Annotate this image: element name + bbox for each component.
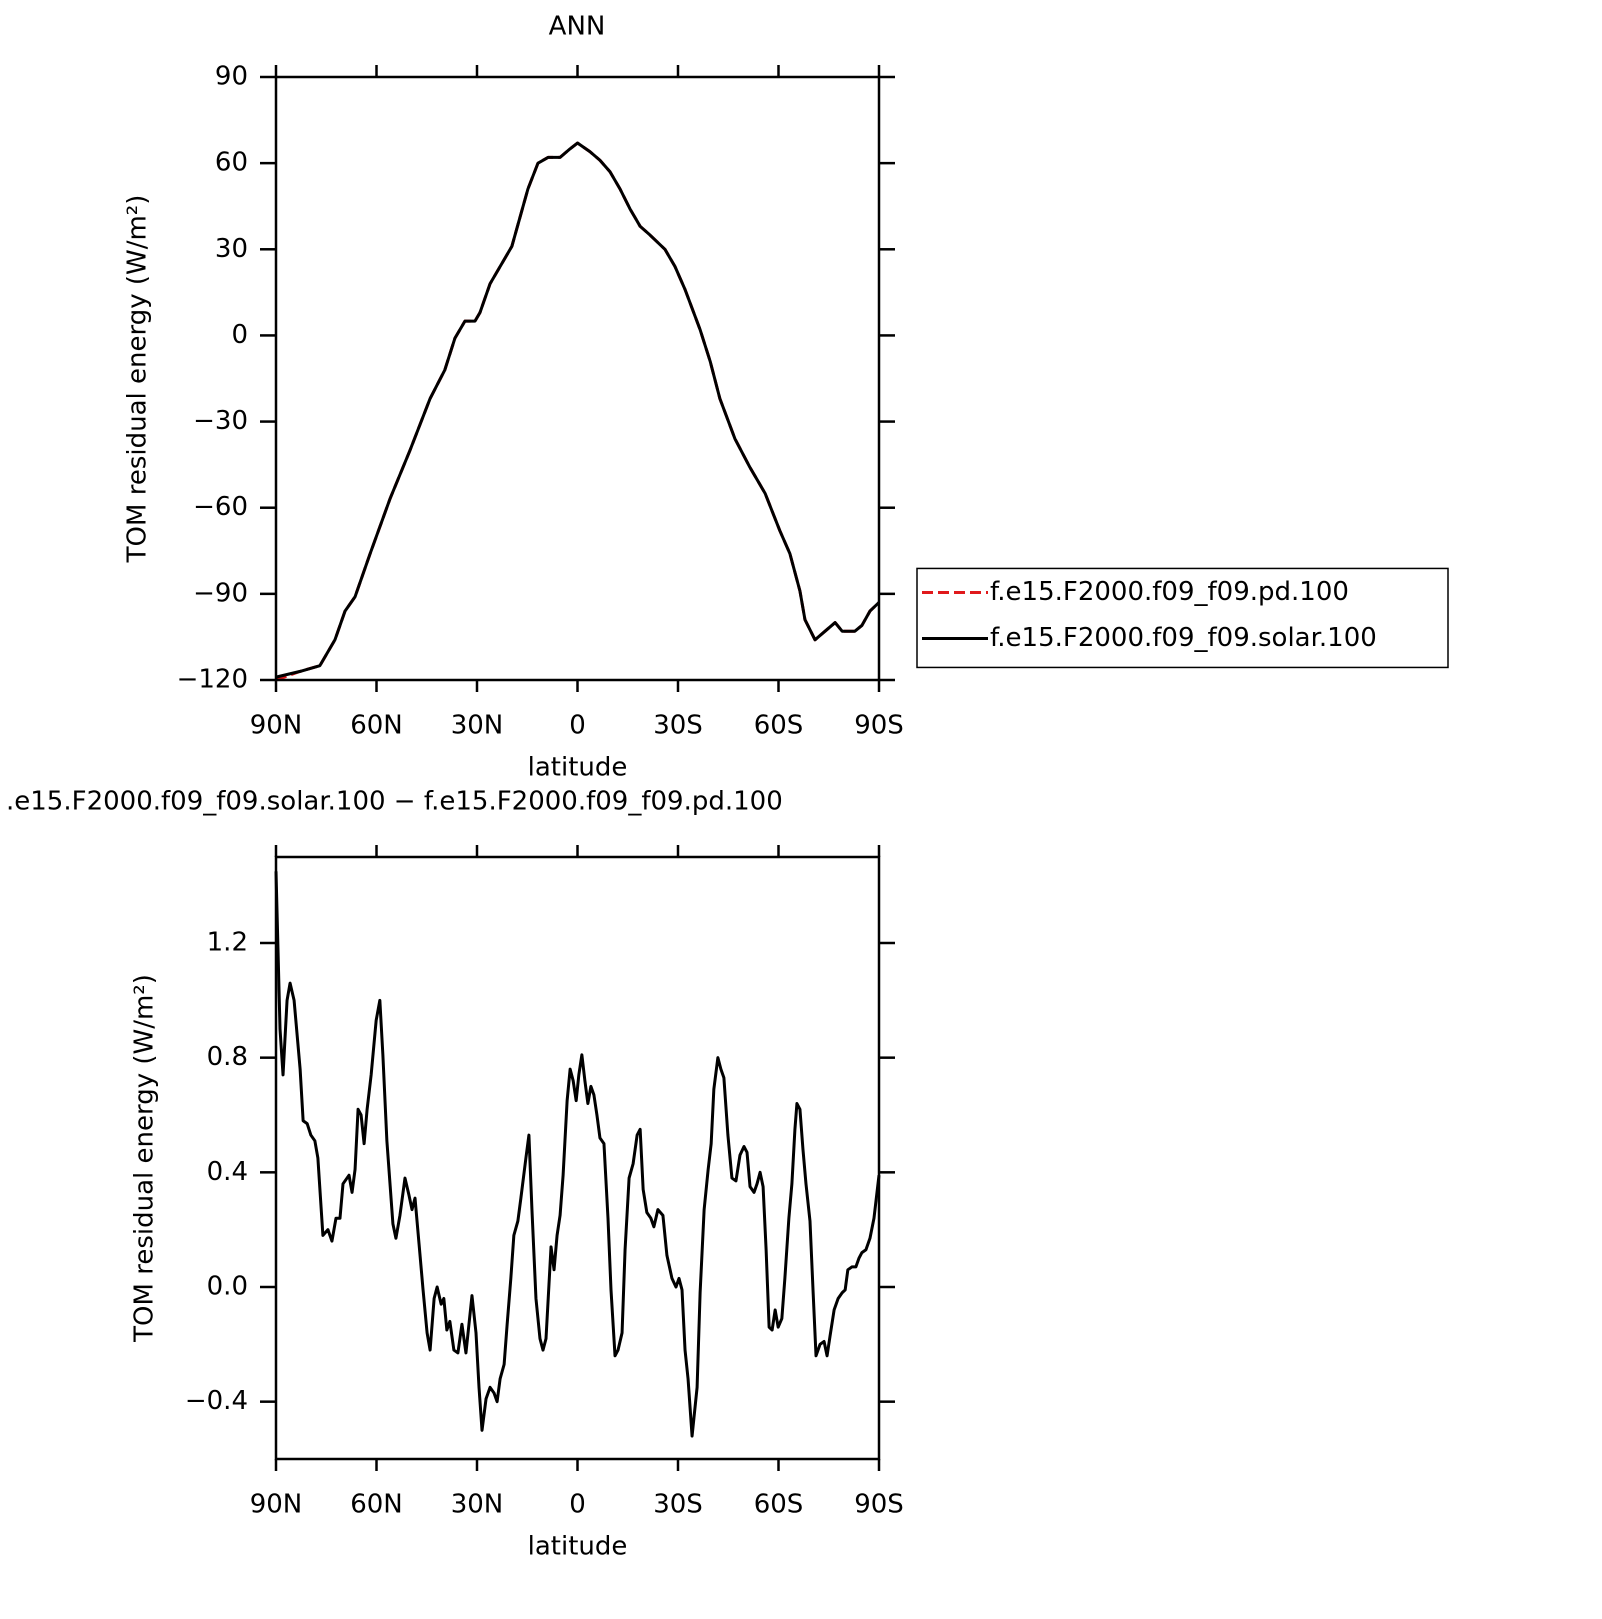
x-tick-label: 90N [250,711,303,741]
y-tick-label: 0.0 [207,1272,248,1302]
x-tick-label: 0 [569,1490,586,1520]
legend-label: f.e15.F2000.f09_f09.solar.100 [990,623,1377,653]
x-tick-label: 60S [754,1490,804,1520]
x-tick-label: 90N [250,1490,303,1520]
plot-frame [274,75,881,682]
y-tick-label: 0.4 [207,1157,248,1187]
x-axis-label: latitude [528,1532,628,1562]
x-tick-label: 30N [451,711,504,741]
y-tick-label: −30 [193,406,248,436]
chart-title: ANN [549,12,606,42]
x-tick-label: 90S [854,1490,904,1520]
y-tick-label: 30 [215,234,248,264]
y-tick-label: −90 [193,578,248,608]
x-tick-label: 60S [754,711,804,741]
y-axis-label: TOM residual energy (W/m²) [123,195,153,564]
x-tick-label: 60N [350,711,403,741]
y-tick-label: −120 [177,665,248,695]
x-tick-label: 0 [569,711,586,741]
y-tick-label: 0 [231,320,248,350]
y-tick-label: 90 [215,62,248,92]
y-axis-label: TOM residual energy (W/m²) [130,974,160,1343]
data-line [274,871,881,1438]
y-tick-label: −60 [193,492,248,522]
x-tick-label: 30N [451,1490,504,1520]
data-line [275,141,881,679]
x-axis-label: latitude [528,753,628,783]
plot-frame [274,855,881,1461]
data-line [275,141,881,682]
legend: f.e15.F2000.f09_f09.pd.100 f.e15.F2000.f0… [916,567,1449,669]
y-tick-label: 1.2 [207,928,248,958]
x-tick-label: 60N [350,1490,403,1520]
legend-label: f.e15.F2000.f09_f09.pd.100 [990,577,1349,607]
x-tick-label: 90S [854,711,904,741]
y-tick-label: 0.8 [207,1042,248,1072]
chart-title: .e15.F2000.f09_f09.solar.100 − f.e15.F20… [6,787,783,817]
y-tick-label: 60 [215,148,248,178]
x-tick-label: 30S [653,1490,703,1520]
y-tick-label: −0.4 [185,1386,248,1416]
x-tick-label: 30S [653,711,703,741]
legend-box [916,567,1449,669]
